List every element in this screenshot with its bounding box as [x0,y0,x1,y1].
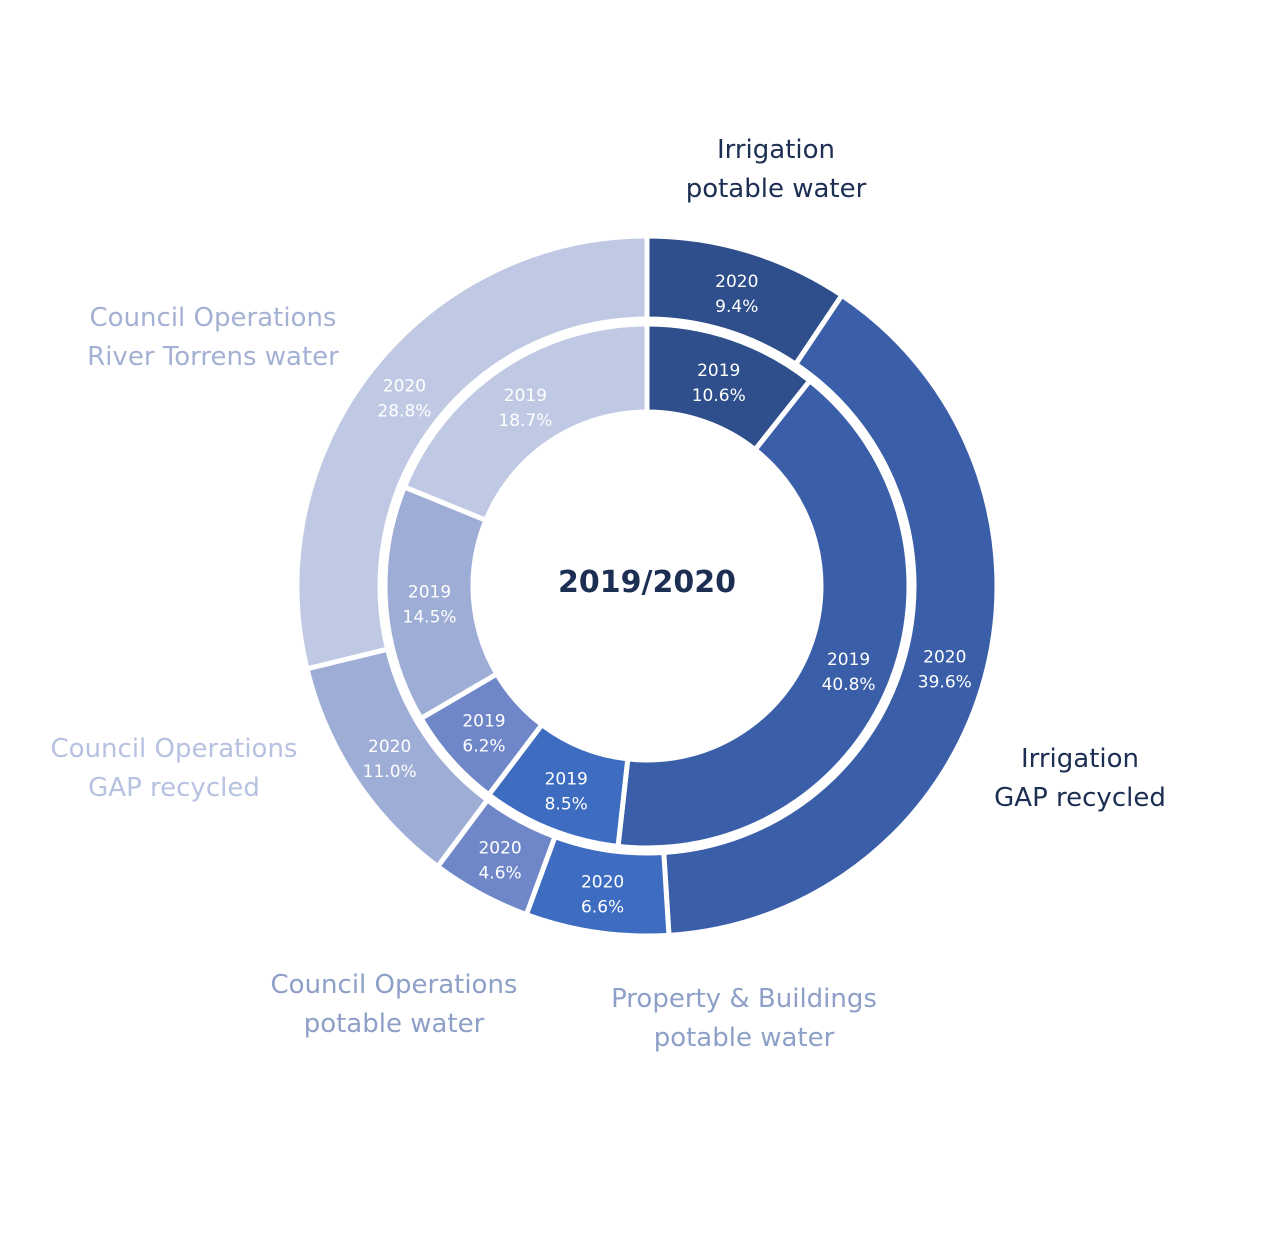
data-label-2019-co_river: 2019 18.7% [498,386,552,431]
slice-2020-irr_gap [661,291,1000,938]
slice-2019-co_gap [382,483,501,722]
category-label-co_potable: Council Operations potable water [271,970,518,1039]
slice-2019-co_river [401,321,650,524]
category-label-co_gap: Council Operations GAP recycled [51,734,298,803]
data-label-2020-pb_potable: 2020 6.6% [581,872,624,917]
category-label-pb_potable: Property & Buildings potable water [611,984,877,1053]
category-label-irr_potable: Irrigation potable water [686,135,867,204]
data-label-2020-co_river: 2020 28.8% [377,376,431,421]
data-label-2019-pb_potable: 2019 8.5% [545,769,588,814]
inner-ring-2019 [382,321,912,851]
slice-2020-co_river [294,233,650,672]
category-label-co_river: Council Operations River Torrens water [87,303,339,372]
chart-title: 2019/2020 [558,565,736,600]
slice-2019-irr_gap [615,377,912,851]
slice-labels: 2019 10.6% 2019 40.8% 2019 8.5% 2019 6.2% 2019 14… [363,272,972,917]
data-label-2020-irr_gap: 2020 39.6% [918,647,972,692]
outer-ring-2020 [294,233,1000,939]
data-label-2020-co_gap: 2020 11.0% [363,737,417,782]
data-label-2019-irr_gap: 2019 40.8% [822,650,876,695]
data-label-2019-irr_potable: 2019 10.6% [692,361,746,406]
category-label-irr_gap: Irrigation GAP recycled [994,744,1166,813]
category-labels: Irrigation potable water Irrigation GAP rec… [51,135,1166,1053]
data-label-2020-irr_potable: 2020 9.4% [715,272,758,317]
data-label-2020-co_potable: 2020 4.6% [478,838,521,883]
data-label-2019-co_gap: 2019 14.5% [403,583,457,628]
data-label-2019-co_potable: 2019 6.2% [462,712,505,757]
